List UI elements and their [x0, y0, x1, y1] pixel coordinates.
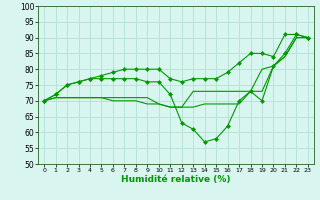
X-axis label: Humidité relative (%): Humidité relative (%): [121, 175, 231, 184]
